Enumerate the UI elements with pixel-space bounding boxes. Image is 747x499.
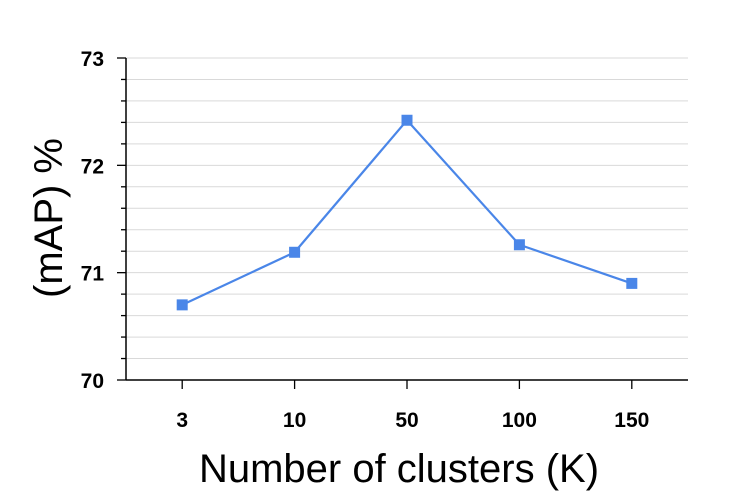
x-tick-labels: 3 10 50 100 150 — [176, 409, 649, 432]
y-axis — [117, 57, 127, 381]
grid-lines — [126, 57, 688, 360]
data-point — [289, 246, 301, 258]
data-point — [513, 239, 525, 251]
data-point — [401, 114, 413, 126]
y-tick-label: 72 — [81, 155, 104, 178]
data-point — [176, 299, 188, 311]
y-tick-label: 73 — [81, 48, 104, 71]
x-axis — [126, 379, 688, 389]
x-tick-label: 150 — [614, 409, 649, 432]
series-line — [176, 114, 638, 311]
y-tick-label: 70 — [81, 370, 104, 393]
data-point — [626, 277, 638, 289]
x-tick-label: 10 — [283, 409, 306, 432]
x-tick-label: 3 — [176, 409, 188, 432]
x-tick-label: 50 — [395, 409, 418, 432]
y-axis-title: (mAP) % — [27, 138, 71, 298]
y-tick-labels: 70 71 72 73 — [81, 48, 105, 393]
x-axis-title: Number of clusters (K) — [199, 447, 599, 491]
y-tick-label: 71 — [81, 263, 105, 286]
series-path — [181, 119, 633, 306]
x-tick-label: 100 — [502, 409, 537, 432]
